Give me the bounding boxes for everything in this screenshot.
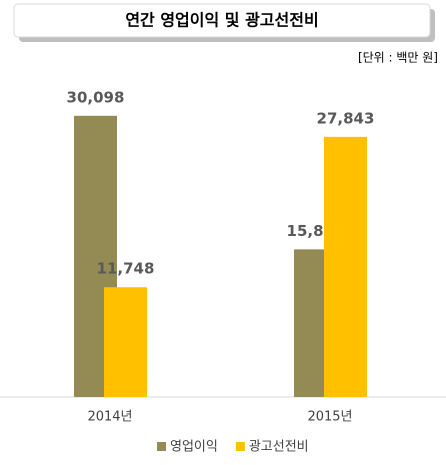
legend-swatch — [157, 442, 166, 451]
data-label: 30,098 — [67, 88, 125, 106]
data-label: 11,748 — [97, 260, 155, 278]
unit-label: [단위 : 백만 원] — [358, 51, 438, 65]
data-label: 27,843 — [317, 109, 375, 127]
bar — [104, 287, 147, 397]
legend-label: 영업이익 — [170, 440, 218, 455]
bar — [324, 136, 367, 397]
x-tick-label: 2015년 — [307, 410, 352, 425]
x-tick-label: 2014년 — [87, 410, 132, 425]
legend-swatch — [235, 442, 245, 451]
chart-title: 연간 영업이익 및 광고선전비 — [125, 11, 318, 30]
title-box — [13, 3, 431, 38]
legend-label: 광고선전비 — [249, 440, 309, 455]
